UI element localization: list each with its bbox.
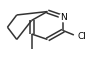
Text: N: N [60, 13, 67, 21]
Text: Cl: Cl [78, 32, 86, 41]
